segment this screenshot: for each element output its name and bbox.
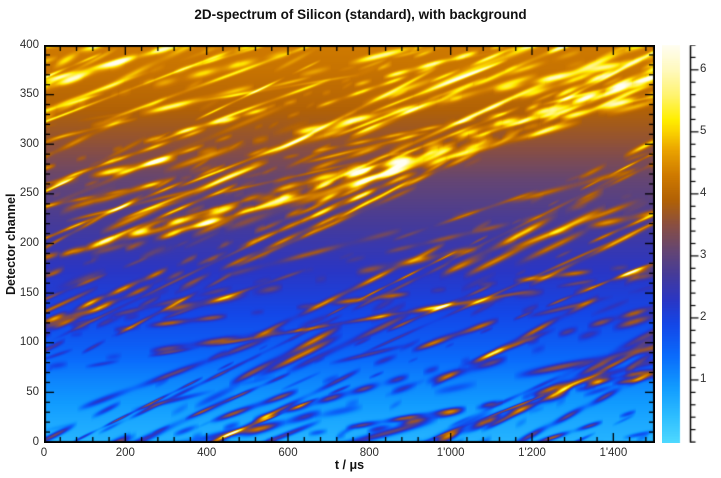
colorbar-tick-label: 6 <box>700 63 707 76</box>
colorbar-tick-label: 1 <box>700 373 707 386</box>
x-tick-label: 0 <box>40 447 48 459</box>
x-tick-label: 600 <box>278 447 298 459</box>
y-tick-label: 150 <box>19 286 39 299</box>
y-tick-label: 0 <box>32 435 39 448</box>
y-tick-label: 300 <box>19 137 39 150</box>
x-tick-label: 800 <box>359 447 379 459</box>
chart-title: 2D-spectrum of Silicon (standard), with … <box>194 7 527 22</box>
y-tick-label: 100 <box>19 336 39 349</box>
x-tick-label: 1'400 <box>599 447 628 459</box>
colorbar-tick-label: 5 <box>700 125 707 138</box>
x-tick-label: 1'000 <box>436 447 465 459</box>
y-tick-label: 200 <box>19 237 39 249</box>
heatmap-plot-canvas <box>44 45 655 443</box>
x-tick-label: 200 <box>115 447 135 459</box>
y-tick-label: 250 <box>19 187 39 200</box>
colorbar-canvas <box>662 45 702 443</box>
colorbar-tick-label: 3 <box>700 249 707 262</box>
y-tick-label: 400 <box>19 38 39 51</box>
colorbar-tick-label: 2 <box>700 311 707 324</box>
x-axis-title: t / μs <box>334 458 365 472</box>
y-tick-label: 350 <box>19 88 39 101</box>
y-tick-label: 50 <box>26 385 39 398</box>
colorbar-tick-label: 4 <box>700 187 707 200</box>
x-tick-label: 1'200 <box>518 447 546 459</box>
x-tick-label: 400 <box>197 447 217 459</box>
